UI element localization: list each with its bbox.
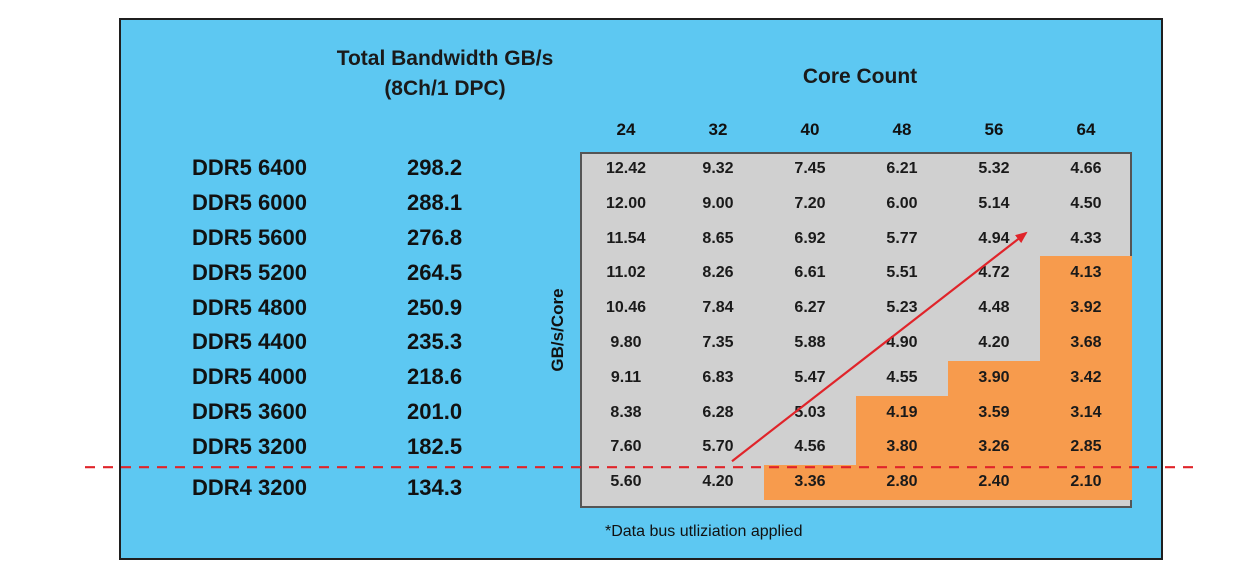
gbps-per-core-cell: 5.23 <box>886 299 918 317</box>
chart-title: Total Bandwidth GB/s (8Ch/1 DPC) <box>300 44 590 104</box>
gbps-per-core-cell: 7.60 <box>610 438 642 456</box>
gbps-per-core-cell: 9.00 <box>702 194 734 212</box>
memory-type-label: DDR5 6400 <box>192 155 307 181</box>
gbps-per-core-cell: 10.46 <box>605 299 647 317</box>
core-count-label: 56 <box>984 120 1004 139</box>
total-bandwidth-value: 201.0 <box>407 399 463 424</box>
per-core-table: 12.42 9.32 7.45 6.21 5.32 4.66 12.00 9.00 7.20 6.… <box>580 152 1132 508</box>
gbps-per-core-cell: 9.11 <box>610 368 642 386</box>
total-bandwidth-value: 182.5 <box>407 433 463 459</box>
gbps-per-core-cell: 12.42 <box>605 160 647 177</box>
gbps-per-core-cell: 5.32 <box>978 160 1010 177</box>
gbps-per-core-cell: 7.35 <box>702 334 734 351</box>
gbps-per-core-cell: 4.55 <box>886 368 918 386</box>
gbps-per-core-cell: 7.20 <box>794 194 826 212</box>
gbps-per-core-cell: 8.38 <box>610 403 642 421</box>
trend-arrow <box>731 231 1028 463</box>
core-count-label: 24 <box>616 120 636 139</box>
gbps-per-core-cell: 5.77 <box>886 229 918 247</box>
gbps-per-core-cell: 2.40 <box>948 465 1040 500</box>
memory-type-label: DDR5 3200 <box>192 433 307 459</box>
gbps-per-core-cell: 4.50 <box>1070 194 1102 212</box>
total-bandwidth-value: 264.5 <box>407 259 463 285</box>
total-bandwidth-value: 276.8 <box>407 225 463 250</box>
gbps-per-core-cell: 6.00 <box>886 194 918 212</box>
gbps-per-core-cell: 3.80 <box>856 430 948 466</box>
gbps-per-core-cell: 3.68 <box>1040 326 1132 361</box>
gbps-per-core-cell: 4.94 <box>978 229 1010 247</box>
gbps-per-core-cell: 3.92 <box>1040 291 1132 326</box>
gbps-per-core-cell: 8.26 <box>702 264 734 282</box>
gbps-per-core-cell: 2.80 <box>856 465 948 500</box>
gbps-per-core-cell: 3.36 <box>764 465 856 500</box>
gbps-per-core-cell: 6.27 <box>794 299 826 317</box>
memory-type-label: DDR5 6000 <box>192 190 307 216</box>
gbps-per-core-cell: 4.72 <box>978 264 1010 282</box>
gbps-per-core-cell: 6.83 <box>702 368 734 386</box>
gbps-per-core-cell: 5.51 <box>886 264 918 282</box>
memory-type-label: DDR5 4800 <box>192 294 307 320</box>
memory-type-label: DDR5 4000 <box>192 364 307 390</box>
memory-type-label: DDR5 5600 <box>192 225 307 250</box>
gbps-per-core-cell: 2.85 <box>1040 430 1132 466</box>
gbps-per-core-cell: 4.48 <box>978 299 1010 317</box>
total-bandwidth-value: 250.9 <box>407 294 463 320</box>
gbps-per-core-cell: 5.60 <box>610 473 642 491</box>
memory-type-label: DDR5 5200 <box>192 259 307 285</box>
title-line: Total Bandwidth GB/s <box>336 47 554 70</box>
gbps-per-core-cell: 7.84 <box>702 299 734 317</box>
gbps-per-core-cell: 5.47 <box>794 368 826 386</box>
gbps-per-core-cell: 2.10 <box>1040 465 1132 500</box>
gbps-per-core-cell: 6.28 <box>702 403 734 421</box>
memory-type-label: DDR4 3200 <box>192 474 307 500</box>
gbps-per-core-cell: 6.61 <box>794 264 826 282</box>
total-bandwidth-value: 235.3 <box>407 329 463 355</box>
total-bandwidth-value: 134.3 <box>407 474 463 500</box>
gbps-per-core-cell: 11.54 <box>606 229 646 247</box>
gbps-per-core-cell: 6.21 <box>886 160 918 177</box>
total-bandwidth-value: 218.6 <box>407 364 463 390</box>
core-count-label: 64 <box>1076 120 1096 139</box>
gbps-per-core-cell: 7.45 <box>794 160 826 177</box>
core-count-header: Core Count <box>802 65 918 88</box>
footnote: *Data bus utliziation applied <box>605 523 803 540</box>
gbps-per-core-cell: 9.80 <box>610 334 642 351</box>
gbps-per-core-cell: 11.02 <box>606 264 646 282</box>
gbps-per-core-cell: 3.90 <box>948 360 1040 396</box>
gbps-per-core-cell: 4.20 <box>702 473 734 491</box>
gbps-per-core-cell: 4.19 <box>856 395 948 431</box>
memory-type-label: DDR5 4400 <box>192 329 307 355</box>
gbps-per-core-cell: 5.70 <box>702 438 734 456</box>
core-count-label: 48 <box>892 120 912 139</box>
gbps-per-core-cell: 9.32 <box>702 160 734 177</box>
core-count-label: 40 <box>800 120 820 139</box>
memory-type-label: DDR5 3600 <box>192 399 307 424</box>
subtitle-line: (8Ch/1 DPC) <box>384 77 506 100</box>
core-count-label: 32 <box>708 120 728 139</box>
gbps-per-core-cell: 4.56 <box>794 438 826 456</box>
gbps-per-core-cell: 3.59 <box>948 395 1040 431</box>
gbps-per-core-cell: 4.90 <box>886 334 918 351</box>
gbps-per-core-cell: 3.14 <box>1040 395 1132 431</box>
gbps-per-core-cell: 5.88 <box>794 334 826 351</box>
gbps-per-core-cell: 5.14 <box>978 194 1010 212</box>
gbps-per-core-cell: 4.20 <box>978 334 1010 351</box>
gbps-per-core-cell: 3.26 <box>948 430 1040 466</box>
gbps-per-core-cell: 8.65 <box>702 229 734 247</box>
gbps-per-core-cell: 4.66 <box>1070 160 1102 177</box>
total-bandwidth-value: 298.2 <box>407 155 463 181</box>
gbps-per-core-cell: 4.13 <box>1040 256 1132 292</box>
gbps-per-core-cell: 12.00 <box>605 194 647 212</box>
gbps-per-core-cell: 3.42 <box>1040 360 1132 396</box>
gbps-per-core-cell: 4.33 <box>1070 229 1102 247</box>
gbps-per-core-cell: 6.92 <box>794 229 826 247</box>
total-bandwidth-value: 288.1 <box>407 190 463 216</box>
